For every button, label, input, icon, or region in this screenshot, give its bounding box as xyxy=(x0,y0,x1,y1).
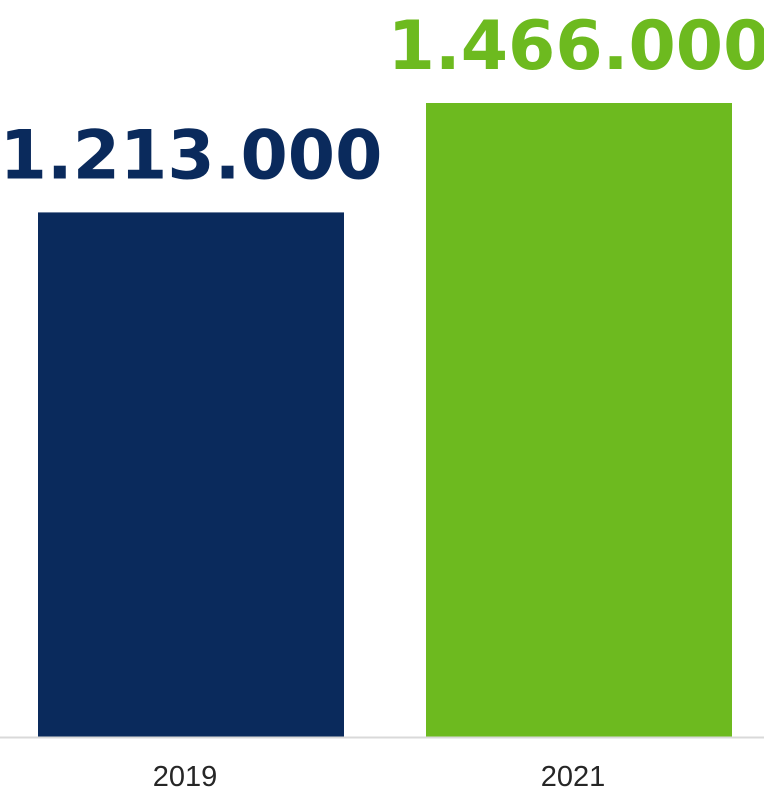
bar-2021 xyxy=(426,103,732,737)
tick-labels-group: 2019 2021 xyxy=(153,761,606,790)
value-label-2019: 1.213.000 xyxy=(0,116,382,195)
x-tick-label-2019: 2019 xyxy=(153,761,218,790)
bar-2019 xyxy=(38,212,344,737)
value-label-2021: 1.466.000 xyxy=(388,7,764,86)
x-tick-label-2021: 2021 xyxy=(541,761,606,790)
bars-group xyxy=(38,103,732,737)
